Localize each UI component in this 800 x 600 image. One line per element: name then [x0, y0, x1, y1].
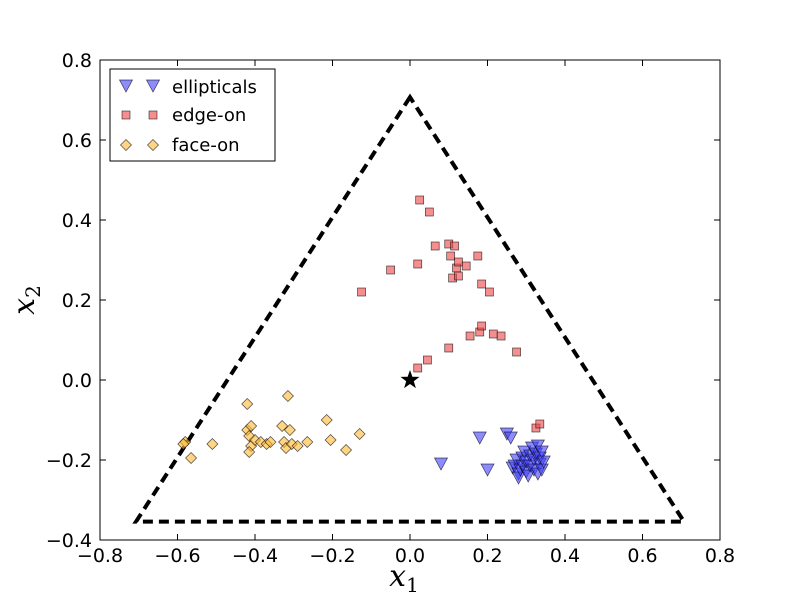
legend-marker-ellipticals [118, 79, 134, 93]
x-tick-label: 0.2 [472, 545, 502, 567]
edge-on-point [415, 195, 425, 205]
face-on-point [177, 438, 190, 450]
edge-on-point [450, 241, 459, 251]
edge-on-point [496, 331, 506, 341]
x-axis-label-sub: 1 [406, 573, 419, 597]
x-tick-label: −0.6 [154, 545, 200, 567]
legend-label-ellipticals: ellipticals [172, 77, 257, 98]
edge-on-point [444, 343, 454, 353]
legend-marker-ellipticals [145, 79, 161, 93]
edge-on-point [477, 321, 487, 331]
edge-on-point [386, 265, 395, 275]
edge-on-point [454, 271, 463, 281]
edge-on-point [423, 355, 432, 365]
edge-on-point [477, 279, 487, 289]
x-axis-label: x1 [389, 559, 419, 597]
y-tick-label: −0.4 [46, 530, 92, 552]
x-tick-label: 0.4 [550, 545, 580, 567]
edge-on-point [413, 259, 423, 269]
edge-on-point [357, 287, 366, 297]
y-axis-label: x2 [7, 285, 45, 315]
edge-on-point [413, 363, 423, 373]
legend: ellipticals edge-on face-on [109, 68, 276, 162]
triangle-layer [132, 93, 688, 524]
edge-on-point [425, 207, 434, 217]
points-layer [177, 195, 551, 485]
edge-on-point [430, 241, 440, 251]
y-tick-label: 0.0 [62, 370, 92, 392]
face-on-point [320, 414, 333, 426]
y-tick-label: 0.2 [62, 290, 92, 312]
edge-on-point [535, 419, 545, 429]
edge-on-point [461, 261, 471, 271]
face-on-point [340, 444, 353, 456]
ellipticals-point [521, 469, 536, 483]
face-on-point [301, 436, 314, 448]
x-tick-label: 0.8 [705, 545, 735, 567]
y-axis-label-main: x [7, 298, 42, 315]
series-ellipticals [433, 427, 551, 485]
ellipticals-point [472, 431, 487, 445]
x-tick-label: −0.4 [232, 545, 278, 567]
y-axis-label-sub: 2 [21, 285, 45, 298]
y-tick-label: 0.6 [62, 130, 92, 152]
edge-on-point [465, 331, 475, 341]
face-on-point [283, 424, 296, 436]
ellipticals-point [534, 445, 549, 459]
face-on-point [241, 398, 254, 410]
legend-marker-face-on [120, 139, 132, 151]
legend-marker-edge-on [121, 110, 131, 120]
x-tick-label: −0.8 [77, 545, 123, 567]
edge-on-point [473, 251, 483, 261]
ellipticals-point [433, 457, 449, 471]
x-tick-label: 0.6 [627, 545, 657, 567]
legend-label-edge-on: edge-on [172, 105, 246, 126]
x-tick-label: 0.0 [395, 545, 425, 567]
face-on-point [245, 420, 258, 432]
edge-on-point [512, 347, 521, 357]
center-star-marker [400, 370, 420, 389]
legend-markers [118, 79, 161, 151]
face-on-point [281, 390, 294, 402]
edge-on-point [485, 287, 494, 297]
series-face-on [177, 390, 366, 464]
ellipticals-point [536, 455, 551, 469]
ellipticals-point [480, 463, 495, 477]
center-star-layer [400, 370, 420, 389]
legend-label-face-on: face-on [172, 135, 240, 156]
face-on-point [243, 446, 256, 458]
legend-marker-face-on [147, 139, 159, 151]
series-edge-on [357, 195, 545, 433]
ticks-layer: −0.8 −0.6 −0.4 −0.2 0.0 0.2 0.4 0.6 0.8 −0.4 −0.2 0… [46, 50, 735, 567]
face-on-point [291, 440, 304, 452]
x-tick-label: −0.2 [309, 545, 355, 567]
face-on-point [185, 452, 198, 464]
legend-marker-edge-on [148, 110, 158, 120]
y-tick-label: −0.2 [46, 450, 92, 472]
x-axis-label-main: x [389, 559, 406, 594]
ellipticals-point [503, 431, 518, 445]
edge-on-point [454, 257, 463, 267]
face-on-point [324, 434, 337, 446]
face-on-point [276, 420, 289, 432]
y-tick-label: 0.4 [62, 210, 92, 232]
legend-frame [109, 68, 276, 162]
face-on-point [206, 438, 219, 450]
face-on-point [264, 436, 277, 448]
edge-on-point [446, 251, 456, 261]
y-tick-label: 0.8 [62, 50, 92, 72]
triangle-outline [132, 93, 688, 524]
edge-on-point [488, 329, 498, 339]
face-on-point [353, 428, 366, 440]
